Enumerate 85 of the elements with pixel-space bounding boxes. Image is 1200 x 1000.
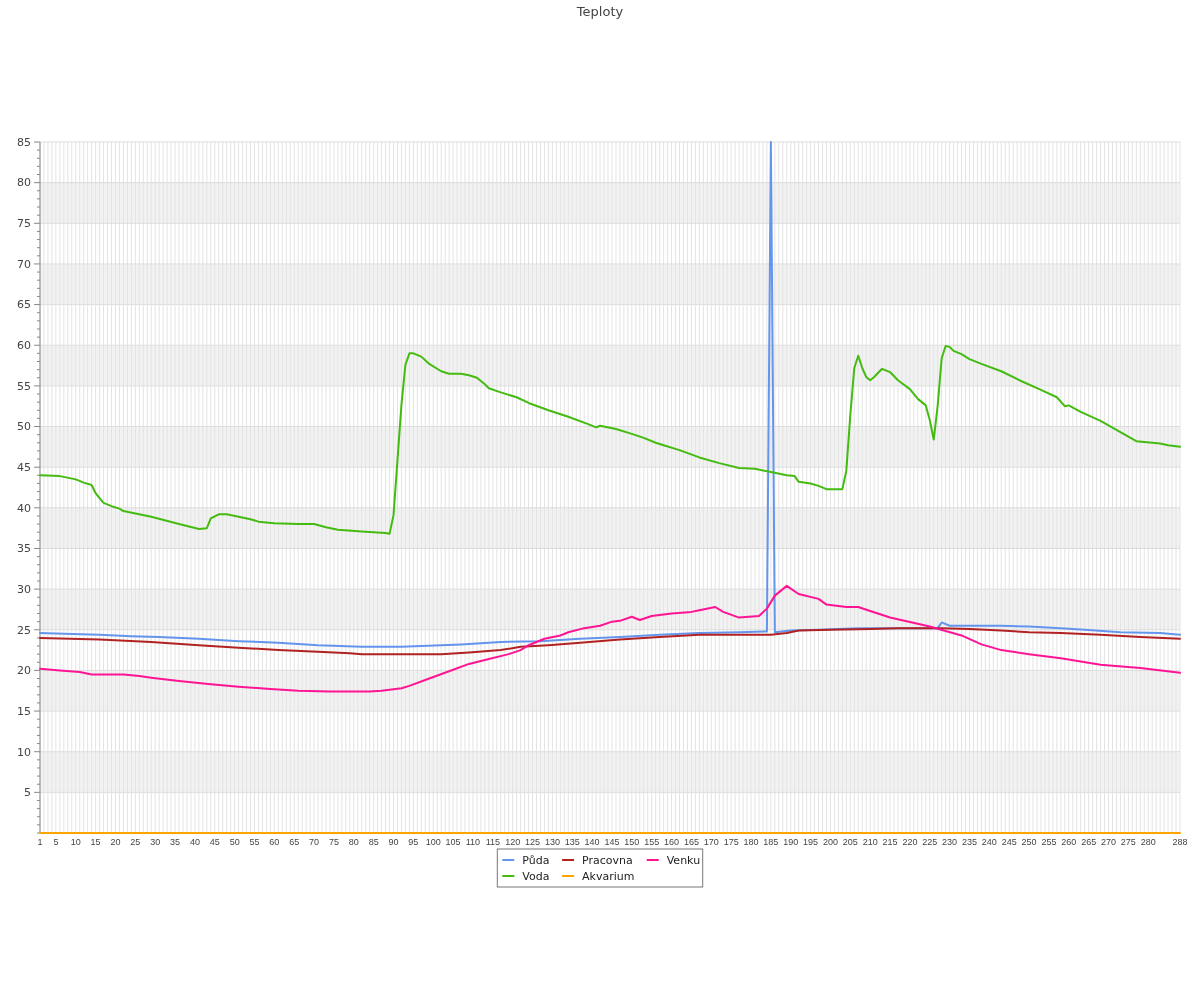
y-tick-label: 15 [17, 704, 31, 718]
x-tick-label: 75 [328, 837, 339, 848]
x-tick-label: 110 [465, 837, 481, 848]
line-series [39, 345, 1181, 535]
x-tick-label: 255 [1041, 837, 1057, 848]
y-tick-label: 80 [17, 176, 31, 190]
x-tick-label: 120 [505, 837, 521, 848]
y-tick-label: 20 [17, 664, 31, 678]
y-tick-label: 25 [17, 623, 31, 637]
x-tick-label: 210 [862, 837, 878, 848]
chart-title: Teploty [575, 4, 624, 19]
x-tick-label: 205 [842, 837, 858, 848]
y-tick-label: 30 [17, 582, 31, 596]
x-tick-label: 215 [882, 837, 898, 848]
x-tick-label: 155 [644, 837, 660, 848]
x-tick-label: 250 [1021, 837, 1037, 848]
x-tick-label: 145 [604, 837, 620, 848]
x-tick-label: 40 [189, 837, 200, 848]
y-tick-label: 45 [17, 461, 31, 475]
x-tick-label: 240 [981, 837, 997, 848]
y-tick-label: 35 [17, 542, 31, 556]
line-series [39, 584, 1181, 693]
x-tick-label: 150 [624, 837, 640, 848]
x-tick-label: 5 [53, 837, 59, 848]
x-tick-label: 160 [664, 837, 680, 848]
line-series [39, 627, 1181, 656]
y-tick-label: 85 [17, 135, 31, 149]
x-tick-label: 30 [150, 837, 161, 848]
x-tick-label: 180 [743, 837, 759, 848]
x-tick-label: 140 [584, 837, 600, 848]
x-tick-label: 100 [425, 837, 441, 848]
x-tick-label: 220 [902, 837, 918, 848]
x-tick-label: 235 [961, 837, 977, 848]
x-tick-label: 288 [1172, 837, 1188, 848]
x-tick-label: 20 [110, 837, 121, 848]
x-tick-label: 190 [783, 837, 799, 848]
x-tick-label: 200 [822, 837, 838, 848]
y-tick-label: 40 [17, 501, 31, 515]
x-tick-label: 195 [803, 837, 819, 848]
x-tick-label: 70 [309, 837, 320, 848]
legend-label: Akvarium [582, 869, 635, 883]
x-tick-label: 60 [269, 837, 280, 848]
x-tick-label: 275 [1120, 837, 1136, 848]
y-tick-label: 60 [17, 339, 31, 353]
x-tick-label: 50 [229, 837, 240, 848]
x-tick-label: 1 [37, 837, 43, 848]
x-tick-label: 45 [209, 837, 220, 848]
x-tick-label: 115 [485, 837, 500, 848]
x-tick-label: 90 [388, 837, 399, 848]
x-tick-label: 80 [348, 837, 359, 848]
y-tick-label: 70 [17, 257, 31, 271]
x-tick-label: 55 [249, 837, 260, 848]
x-tick-label: 15 [90, 837, 101, 848]
x-tick-label: 25 [130, 837, 141, 848]
legend-label: Pracovna [582, 853, 633, 867]
x-tick-label: 225 [922, 837, 938, 848]
x-tick-label: 270 [1100, 837, 1117, 848]
x-tick-label: 85 [368, 837, 379, 848]
y-tick-label: 55 [17, 379, 31, 393]
x-tick-label: 35 [170, 837, 181, 848]
x-tick-label: 95 [408, 837, 419, 848]
x-tick-label: 65 [289, 837, 300, 848]
x-tick-label: 130 [544, 837, 560, 848]
x-tick-label: 105 [445, 837, 461, 848]
y-tick-label: 50 [17, 420, 31, 434]
y-tick-label: 5 [24, 786, 31, 800]
x-tick-label: 260 [1061, 837, 1077, 848]
legend-label: Voda [522, 869, 550, 883]
x-tick-label: 135 [564, 837, 580, 848]
line-series [39, 141, 1181, 648]
x-tick-label: 175 [723, 837, 739, 848]
y-tick-label: 75 [17, 217, 31, 231]
y-tick-label: 10 [17, 745, 31, 759]
x-tick-label: 265 [1081, 837, 1097, 848]
x-tick-label: 245 [1001, 837, 1017, 848]
legend-label: Venku [666, 853, 701, 867]
x-tick-label: 185 [763, 837, 779, 848]
x-tick-label: 280 [1140, 837, 1156, 848]
x-tick-label: 165 [683, 837, 699, 848]
x-tick-label: 125 [525, 837, 541, 848]
x-tick-label: 170 [703, 837, 719, 848]
legend-label: Půda [522, 853, 550, 867]
x-tick-label: 230 [942, 837, 958, 848]
y-tick-label: 65 [17, 298, 31, 312]
x-tick-label: 10 [70, 837, 81, 848]
